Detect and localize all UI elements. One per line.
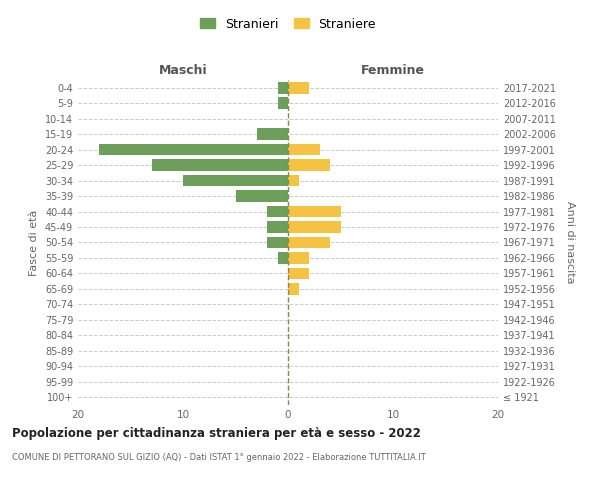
Y-axis label: Anni di nascita: Anni di nascita: [565, 201, 575, 284]
Bar: [257, 128, 288, 140]
Bar: [235, 190, 288, 202]
Bar: [288, 268, 309, 280]
Text: Femmine: Femmine: [361, 64, 425, 78]
Bar: [267, 236, 288, 248]
Bar: [151, 160, 288, 171]
Y-axis label: Fasce di età: Fasce di età: [29, 210, 39, 276]
Bar: [183, 175, 288, 186]
Bar: [288, 283, 299, 294]
Legend: Stranieri, Straniere: Stranieri, Straniere: [194, 11, 382, 37]
Bar: [277, 82, 288, 94]
Bar: [288, 221, 341, 233]
Text: COMUNE DI PETTORANO SUL GIZIO (AQ) - Dati ISTAT 1° gennaio 2022 - Elaborazione T: COMUNE DI PETTORANO SUL GIZIO (AQ) - Dat…: [12, 452, 426, 462]
Bar: [288, 144, 320, 156]
Bar: [267, 221, 288, 233]
Text: Maschi: Maschi: [158, 64, 208, 78]
Text: Popolazione per cittadinanza straniera per età e sesso - 2022: Popolazione per cittadinanza straniera p…: [12, 428, 421, 440]
Bar: [267, 206, 288, 218]
Bar: [288, 206, 341, 218]
Bar: [288, 236, 330, 248]
Bar: [99, 144, 288, 156]
Bar: [277, 98, 288, 109]
Bar: [277, 252, 288, 264]
Bar: [288, 175, 299, 186]
Bar: [288, 252, 309, 264]
Bar: [288, 82, 309, 94]
Bar: [288, 160, 330, 171]
